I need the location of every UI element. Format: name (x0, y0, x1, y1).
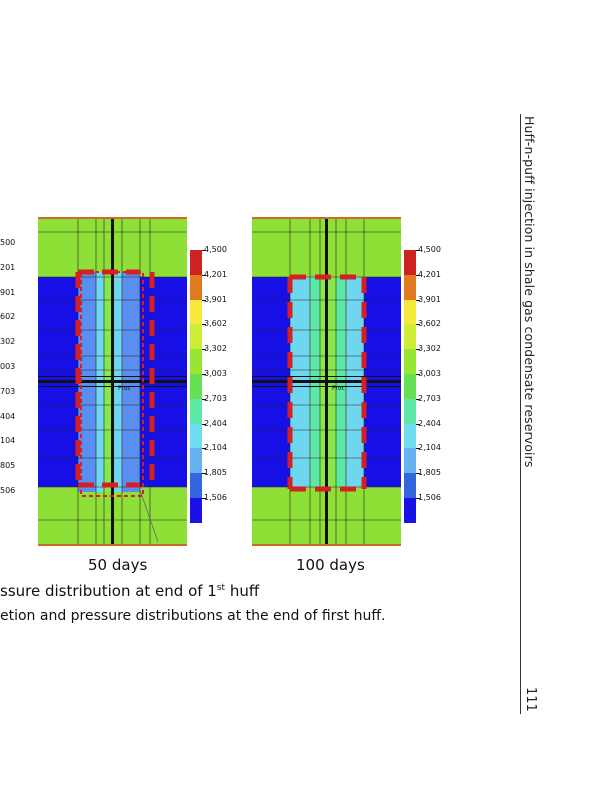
colorbar-value: 4,201 (418, 269, 441, 279)
colorbar-value: 4,201 (204, 269, 227, 279)
colorbar-value: 3,602 (204, 319, 227, 329)
left-legend-value: 805 (0, 461, 16, 471)
header-rule (520, 114, 521, 714)
colorbar-swatch (190, 448, 202, 474)
colorbar-swatch (190, 374, 202, 399)
panel2-well-label: Proc (332, 385, 345, 392)
left-legend-value: 703 (0, 386, 16, 396)
colorbar-value: 3,901 (204, 294, 227, 304)
colorbar-value: 3,901 (418, 294, 441, 304)
subcaption: ssure distribution at end of 1st huff (0, 582, 260, 600)
colorbar-swatch (404, 423, 416, 449)
left-legend-value: 901 (0, 287, 16, 297)
left-legend-value: 104 (0, 436, 16, 446)
colorbar-value: 2,404 (204, 418, 227, 428)
colorbar-swatch (190, 324, 202, 350)
colorbar-swatch (404, 349, 416, 374)
colorbar-swatch (404, 448, 416, 474)
left-legend-value: 602 (0, 312, 16, 322)
colorbar-swatch (190, 398, 202, 424)
colorbar-value: 4,500 (418, 245, 441, 254)
colorbar-swatch (404, 250, 416, 275)
colorbar-value: 2,404 (418, 418, 441, 428)
panel-50-days: Proc (38, 217, 187, 546)
colorbar-swatch (190, 250, 202, 275)
colorbar-swatch (190, 274, 202, 300)
figure-caption: etion and pressure distributions at the … (0, 608, 386, 624)
panel2-dashed-box (287, 274, 367, 492)
left-legend-value: 003 (0, 362, 16, 371)
colorbar-swatch (190, 299, 202, 325)
left-legend-value: 506 (0, 486, 16, 495)
panel1-dashed-box-thick (75, 269, 155, 488)
colorbar-swatch (190, 498, 202, 523)
colorbar-value: 1,805 (418, 468, 441, 478)
colorbar-value: 3,302 (418, 344, 441, 354)
colorbar-value: 4,500 (204, 245, 227, 254)
colorbar-swatch (404, 374, 416, 399)
colorbar-value: 2,104 (204, 443, 227, 453)
colorbar-value: 3,003 (204, 369, 227, 378)
colorbar-swatch (190, 423, 202, 449)
colorbar-value: 2,703 (418, 393, 441, 403)
colorbar-swatch (404, 299, 416, 325)
left-legend-value: 404 (0, 411, 16, 421)
panel2-label: 100 days (296, 556, 365, 574)
panel-100-days: Proc (252, 217, 401, 546)
left-legend-value: 500 (0, 238, 16, 247)
colorbar-swatch (404, 274, 416, 300)
colorbar-swatch (190, 349, 202, 374)
panel1-well-horizontal (38, 380, 187, 383)
colorbar-value: 3,602 (418, 319, 441, 329)
left-legend-value: 201 (0, 262, 16, 272)
colorbar-value: 1,805 (204, 468, 227, 478)
colorbar-swatch (404, 324, 416, 350)
colorbar-value: 2,703 (204, 393, 227, 403)
colorbar-swatch (404, 498, 416, 523)
colorbar-swatch (404, 398, 416, 424)
colorbar-swatch (404, 473, 416, 498)
colorbar-value: 1,506 (418, 493, 441, 502)
colorbar-value: 1,506 (204, 493, 227, 502)
colorbar-swatch (190, 473, 202, 498)
colorbar-value: 2,104 (418, 443, 441, 453)
panel1-label: 50 days (88, 556, 148, 574)
panel1-well-label: Proc (118, 385, 131, 392)
colorbar-value: 3,302 (204, 344, 227, 354)
left-legend-value: 302 (0, 337, 16, 347)
colorbar-value: 3,003 (418, 369, 441, 378)
